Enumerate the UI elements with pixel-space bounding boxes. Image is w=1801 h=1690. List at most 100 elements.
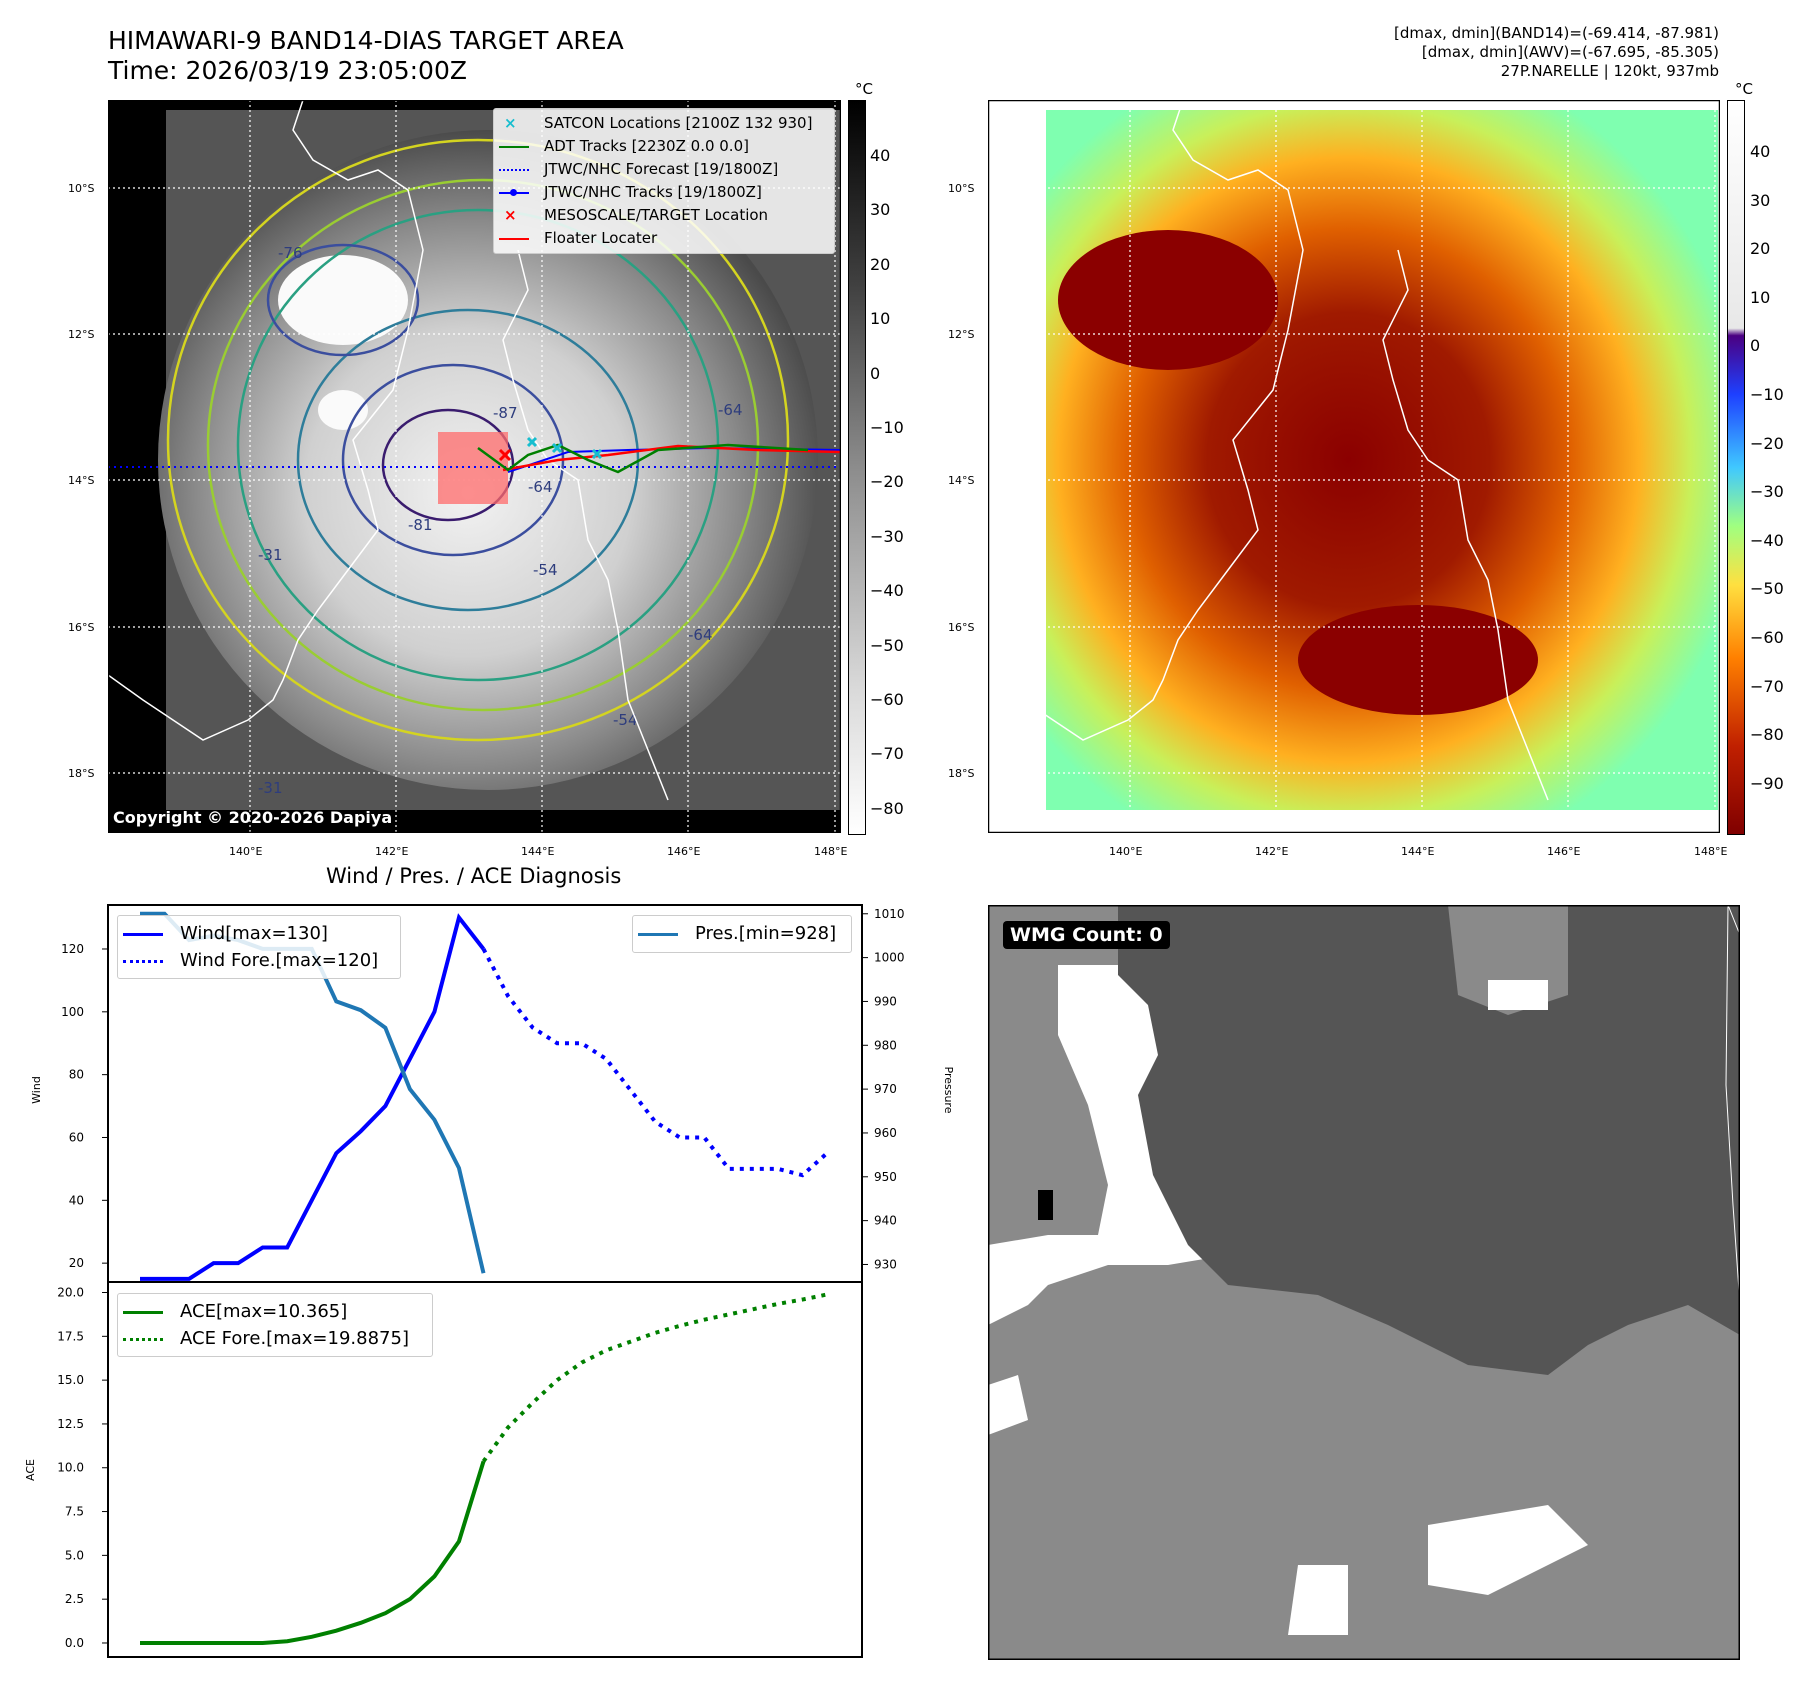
gray-colorbar-tick-0: 40 [870,146,891,165]
awv-colorbar-tick-12: −80 [1750,725,1784,745]
wmg-cold-pixel [1038,1190,1053,1220]
ace-ytick-label-4: 10.0 [57,1461,84,1475]
pressure-ytick-label-8: 1010 [874,907,905,921]
contour-label-1: -76 [278,244,303,262]
legend-pressure: Pres.[min=928] [633,922,851,945]
gray-colorbar-tick-12: −80 [870,798,904,818]
wind-ytick-label-3: 80 [69,1068,84,1082]
legend-pressure-icon [638,933,678,936]
legend-wind-fore: Wind Fore.[max=120] [118,949,400,972]
awv-lat-18s: 18°S [948,767,975,780]
gray-colorbar-unit: °C [855,80,873,98]
legend-adt: ADT Tracks [2230Z 0.0 0.0] [494,135,834,158]
lon-label-140e: 140°E [229,845,263,858]
pressure-legend: Pres.[min=928] [632,915,852,953]
ace-series-0-line [140,1460,486,1645]
awv-colorbar-tick-5: −10 [1750,385,1784,404]
awv-dry-core-nw [1058,230,1278,370]
adt-track [477,443,809,474]
lon-label-148e: 148°E [814,845,848,858]
gray-colorbar-tick-10: −60 [870,690,904,709]
wmg-dark-region [1118,905,1740,1375]
legend-ace-icon [123,1311,163,1314]
lat-label-16s: 16°S [68,621,95,634]
awv-colorbar-tick-10: −60 [1750,628,1784,647]
wind-legend: Wind[max=130] Wind Fore.[max=120] [117,915,401,979]
dmax-awv: [dmax, dmin](AWV)=(-67.695, -85.305) [1421,43,1719,61]
satcon-markers [526,436,603,460]
contour-label-10: -64 [718,401,743,419]
awv-lon-140e: 140°E [1109,845,1143,858]
awv-colorbar-tick-11: −70 [1750,676,1784,696]
contour-label-5: -54 [533,561,558,579]
gray-colorbar-tick-4: 0 [870,363,881,383]
awv-lat-10s: 10°S [948,182,975,195]
pressure-ytick-label-2: 950 [874,1170,897,1184]
pressure-ytick-label-3: 960 [874,1126,897,1140]
contour-label-4: -64 [528,478,553,496]
contour-label-2: -87 [493,404,518,422]
contour-label-7: -54 [613,711,638,729]
storm-info: 27P.NARELLE | 120kt, 937mb [1500,62,1719,80]
wind-ytick-label-2: 60 [69,1130,84,1144]
legend-jtwc-forecast: JTWC/NHC Forecast [19/1800Z] [494,158,834,181]
legend-adt-icon [499,146,529,148]
awv-gridlines [988,100,1720,833]
wmg-clear-patch [1288,1565,1348,1635]
legend-wind-icon [123,933,163,936]
legend-satcon: × SATCON Locations [2100Z 132 930] [494,112,834,135]
target-location-marker [498,448,512,462]
contour-label-8: -31 [258,546,283,564]
awv-dry-core-s [1298,605,1538,715]
awv-lon-144e: 144°E [1401,845,1435,858]
lat-label-14s: 14°S [68,474,95,487]
legend-jtwc-tracks: JTWC/NHC Tracks [19/1800Z] [494,181,834,204]
cold-cloud-w [318,390,368,430]
lat-label-18s: 18°S [68,767,95,780]
dmax-band14: [dmax, dmin](BAND14)=(-69.414, -87.981) [1394,24,1719,42]
ace-ytick-label-5: 12.5 [57,1417,84,1431]
legend-ace-fore-icon [123,1338,163,1341]
wind-ytick-label-4: 100 [61,1005,84,1019]
awv-colorbar-tick-4: 0 [1750,336,1761,356]
contour-label-6: -64 [688,626,713,644]
wind-series-1-line [481,948,829,1178]
awv-colorbar-tick-13: −90 [1750,773,1784,793]
awv-map [988,100,1720,833]
awv-colorbar-tick-7: −30 [1750,482,1784,502]
wmg-panel [988,905,1740,1660]
floater-locater-track [502,444,841,472]
gray-colorbar-tick-5: −10 [870,418,904,437]
ace-legend: ACE[max=10.365] ACE Fore.[max=19.8875] [117,1293,433,1357]
contour-minus31 [166,138,790,742]
map-legend: × SATCON Locations [2100Z 132 930] ADT T… [493,108,835,254]
awv-lat-12s: 12°S [948,328,975,341]
gray-colorbar-tick-9: −50 [870,635,904,655]
awv-lon-146e: 146°E [1547,845,1581,858]
ace-ytick-label-1: 2.5 [65,1592,84,1606]
cold-cloud-nw [278,255,408,345]
gray-colorbar-tick-11: −70 [870,744,904,764]
legend-wind: Wind[max=130] [118,922,400,945]
legend-satcon-icon: × [504,114,517,132]
legend-floater-icon [499,238,529,240]
wind-ytick-label-0: 20 [69,1256,84,1270]
awv-colorbar-tick-9: −50 [1750,579,1784,599]
wind-ytick-label-1: 40 [69,1193,84,1207]
awv-colorbar-tick-0: 40 [1750,142,1771,161]
awv-lon-142e: 142°E [1255,845,1289,858]
awv-colorbar-unit: °C [1735,80,1753,98]
awv-colorbar-tick-2: 20 [1750,239,1771,259]
legend-forecast-icon [499,169,529,171]
awv-colorbar-tick-3: 10 [1750,287,1771,307]
gray-colorbar [848,100,866,835]
pressure-ytick-label-6: 990 [874,994,897,1008]
wmg-count-badge: WMG Count: 0 [1003,921,1170,949]
legend-target: × MESOSCALE/TARGET Location [494,204,834,227]
legend-floater: Floater Locater [494,227,834,250]
awv-lon-148e: 148°E [1694,845,1728,858]
awv-colorbar [1727,100,1745,835]
ace-ytick-label-0: 0.0 [65,1636,84,1650]
gray-colorbar-tick-3: 10 [870,309,891,329]
contour-label-9: -31 [258,779,283,797]
